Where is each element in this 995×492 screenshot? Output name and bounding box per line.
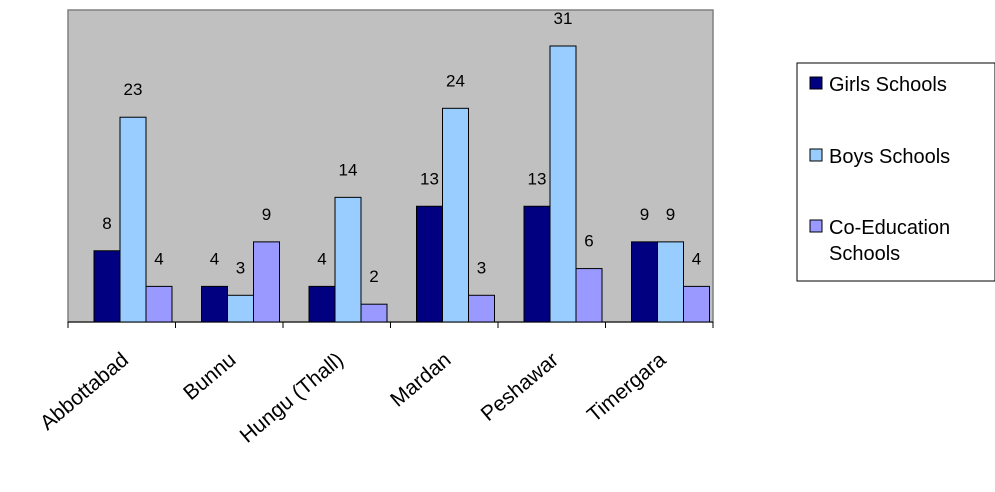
x-tick-label-mardan: Mardan (386, 348, 455, 411)
bar-girls-schools-timergara (631, 241, 658, 323)
x-tick-label-bunnu: Bunnu (179, 348, 240, 405)
data-label-co-education-schools-timergara: 4 (692, 249, 701, 268)
data-label-co-education-schools-bunnu: 9 (262, 205, 271, 224)
plot-area (67, 9, 714, 323)
legend-label-co-education-schools: Co-Education (829, 217, 950, 239)
legend-label-boys-schools: Boys Schools (829, 146, 950, 168)
bar-co-education-schools-abbottabad (145, 285, 173, 323)
bar-boys-schools-mardan (442, 107, 469, 323)
bar-girls-schools-mardan (416, 205, 443, 323)
bar-girls-schools-bunnu (201, 285, 228, 323)
bar-co-education-schools-hungu-thall (360, 303, 388, 323)
legend-swatch-girls-schools (809, 76, 823, 90)
data-label-boys-schools-bunnu: 3 (236, 258, 245, 277)
bar-boys-schools-abbottabad (119, 116, 147, 323)
data-label-boys-schools-abbottabad: 23 (124, 80, 143, 99)
bar-girls-schools-hungu-thall (308, 285, 336, 323)
bar-boys-schools-timergara (657, 241, 684, 323)
legend-swatch-boys-schools (809, 148, 823, 162)
data-label-co-education-schools-hungu-thall: 2 (369, 267, 378, 286)
legend-box (796, 62, 995, 282)
data-label-girls-schools-mardan: 13 (420, 169, 439, 188)
data-label-boys-schools-hungu-thall: 14 (339, 160, 358, 179)
bar-boys-schools-hungu-thall (334, 196, 362, 323)
bar-girls-schools-abbottabad (93, 250, 121, 323)
x-tick-label-hungu-thall: Hungu (Thall) (236, 348, 348, 447)
legend-swatch-co-education-schools (809, 219, 823, 233)
data-label-co-education-schools-peshawar: 6 (584, 232, 593, 251)
data-label-boys-schools-peshawar: 31 (554, 9, 573, 28)
bar-boys-schools-bunnu (227, 294, 254, 323)
x-tick-label-peshawar: Peshawar (477, 348, 563, 426)
data-label-boys-schools-mardan: 24 (446, 71, 465, 90)
legend-label-girls-schools: Girls Schools (829, 74, 947, 96)
x-tick-label-timergara: Timergara (583, 348, 671, 427)
bar-co-education-schools-bunnu (253, 241, 280, 323)
data-label-girls-schools-bunnu: 4 (210, 249, 219, 268)
data-label-girls-schools-timergara: 9 (640, 205, 649, 224)
data-label-co-education-schools-mardan: 3 (477, 258, 486, 277)
data-label-girls-schools-peshawar: 13 (528, 169, 547, 188)
data-label-girls-schools-hungu-thall: 4 (317, 249, 326, 268)
legend-label-co-education-schools-line2: Schools (829, 243, 900, 265)
legend: Girls Schools Boys Schools Co-Education Sch… (796, 62, 995, 282)
data-label-girls-schools-abbottabad: 8 (102, 214, 111, 233)
bar-co-education-schools-timergara (683, 285, 710, 323)
x-tick-label-abbottabad: Abbottabad (36, 348, 133, 435)
data-label-co-education-schools-abbottabad: 4 (154, 249, 163, 268)
bar-boys-schools-peshawar (549, 45, 577, 323)
bar-co-education-schools-peshawar (575, 268, 603, 323)
data-label-boys-schools-timergara: 9 (666, 205, 675, 224)
bar-co-education-schools-mardan (468, 294, 495, 323)
bar-girls-schools-peshawar (523, 205, 551, 323)
